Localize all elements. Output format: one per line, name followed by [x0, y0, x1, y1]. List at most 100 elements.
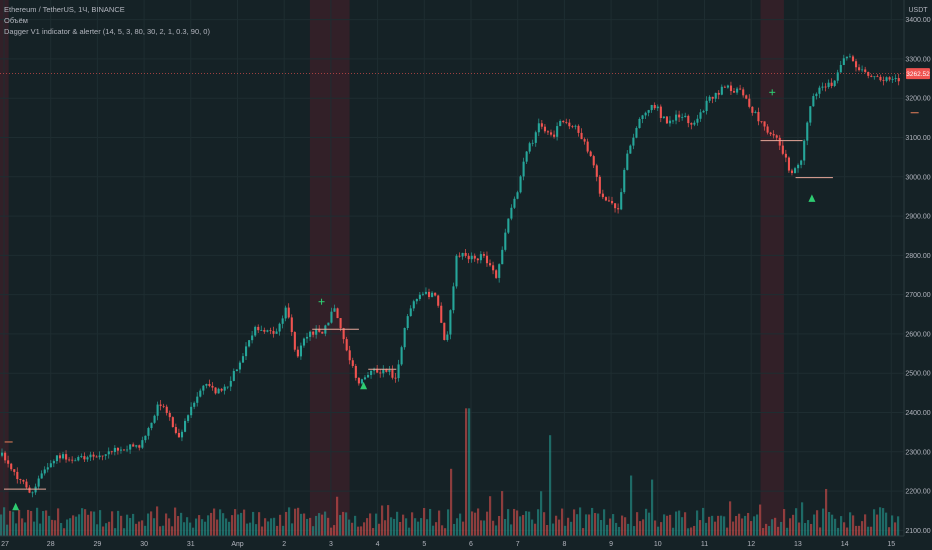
volume-bar — [672, 527, 675, 536]
candle-body — [113, 447, 116, 453]
volume-bar — [342, 511, 345, 536]
candle-body — [144, 435, 147, 441]
volume-bar — [834, 518, 837, 536]
indicator-title[interactable]: Dagger V1 indicator & alerter (14, 5, 3,… — [4, 27, 210, 36]
volume-bar — [663, 514, 666, 536]
candle-body — [214, 387, 217, 394]
volume-bar — [675, 511, 678, 536]
volume-bar — [297, 507, 300, 536]
time-tick-label: 7 — [516, 541, 520, 548]
volume-bar — [423, 507, 426, 536]
volume-bar — [711, 515, 714, 536]
candle-body — [525, 151, 528, 162]
volume-title[interactable]: Объём — [4, 16, 28, 25]
volume-bar — [570, 521, 573, 536]
volume-bar — [222, 513, 225, 536]
candle-body — [101, 455, 104, 457]
price-axis[interactable]: USDT 3400.00 3300.00 3200.00 3100.00 3000.00… — [903, 0, 931, 536]
volume-bar — [801, 502, 804, 536]
volume-bar — [495, 525, 498, 536]
candle-body — [696, 118, 699, 123]
candle-body — [763, 121, 766, 127]
indicator-signals — [12, 89, 816, 511]
volume-bar — [741, 518, 744, 536]
candle-body — [327, 322, 330, 326]
candle-body — [769, 132, 772, 135]
candle-body — [223, 386, 226, 391]
volume-bar — [96, 524, 99, 536]
volume-bar — [882, 508, 885, 536]
price-tick-label: 2300.00 — [905, 449, 930, 456]
volume-bar — [252, 511, 255, 536]
price-tick-label: 2600.00 — [905, 331, 930, 338]
chart-legend[interactable]: Ethereum / TetherUS, 1Ч, BINANCE Объём D… — [4, 4, 210, 37]
volume-bar — [624, 517, 627, 536]
candle-body — [681, 117, 684, 118]
candle-body — [787, 157, 790, 171]
volume-bar — [744, 515, 747, 536]
volume-bar — [489, 496, 492, 536]
volume-bar — [822, 508, 825, 536]
volume-bar — [18, 509, 21, 536]
candle-body — [171, 417, 174, 428]
volume-bar — [630, 475, 633, 536]
volume-bar — [804, 523, 807, 536]
candle-body — [28, 487, 31, 493]
candle-body — [92, 454, 95, 457]
candle-body — [80, 456, 83, 458]
candle-body — [598, 176, 601, 194]
candle-body — [123, 449, 126, 451]
volume-bar — [66, 519, 69, 536]
candle-body — [385, 369, 388, 372]
time-tick-label: 15 — [887, 541, 895, 548]
volume-bar — [762, 528, 765, 536]
volume-bar — [501, 491, 504, 536]
volume-bar — [726, 527, 729, 536]
candle-body — [65, 454, 68, 460]
time-axis[interactable]: 27 28 29 30 31 Апр 2 3 4 5 6 7 8 9 10 11 12 13 14 15 — [0, 535, 904, 548]
currency-label: USDT — [908, 7, 928, 14]
last-price-badge: 3262.52 — [906, 68, 930, 80]
symbol-title[interactable]: Ethereum / TetherUS, 1Ч, BINANCE — [4, 5, 125, 14]
volume-bar — [198, 515, 201, 536]
candle-body — [168, 412, 171, 418]
candle-body — [565, 121, 568, 123]
candle-body — [571, 126, 574, 128]
volume-bar — [870, 526, 873, 536]
candle-body — [153, 415, 156, 423]
candle-body — [281, 318, 284, 324]
candles[interactable] — [1, 53, 900, 498]
candle-body — [839, 64, 842, 73]
candle-body — [406, 316, 409, 329]
candle-body — [397, 364, 400, 379]
volume-bar — [636, 512, 639, 536]
volume-bar — [795, 508, 798, 536]
volume-bar — [792, 514, 795, 536]
volume-bar — [168, 518, 171, 536]
volume-bar — [669, 514, 672, 536]
volume-bar — [549, 435, 552, 536]
volume-bar — [543, 512, 546, 536]
candle-body — [650, 105, 653, 111]
volume-bar — [357, 526, 360, 536]
volume-bar — [360, 526, 363, 536]
volume-bar — [378, 523, 381, 536]
volume-bar — [45, 510, 48, 536]
candle-body — [363, 377, 367, 380]
candle-body — [424, 291, 428, 294]
price-tick-label: 2900.00 — [905, 214, 930, 221]
time-tick-label: 3 — [329, 541, 333, 548]
time-tick-label: 30 — [140, 541, 148, 548]
candle-body — [245, 346, 248, 357]
volume-bar — [447, 509, 450, 536]
volume-bar — [846, 527, 849, 536]
candle-body — [77, 457, 80, 461]
candle-body — [290, 317, 293, 333]
candle-body — [177, 432, 180, 438]
candle-body — [382, 369, 385, 374]
volume-bar — [12, 511, 15, 536]
volume-bar — [855, 525, 858, 536]
candle-body — [528, 143, 531, 152]
